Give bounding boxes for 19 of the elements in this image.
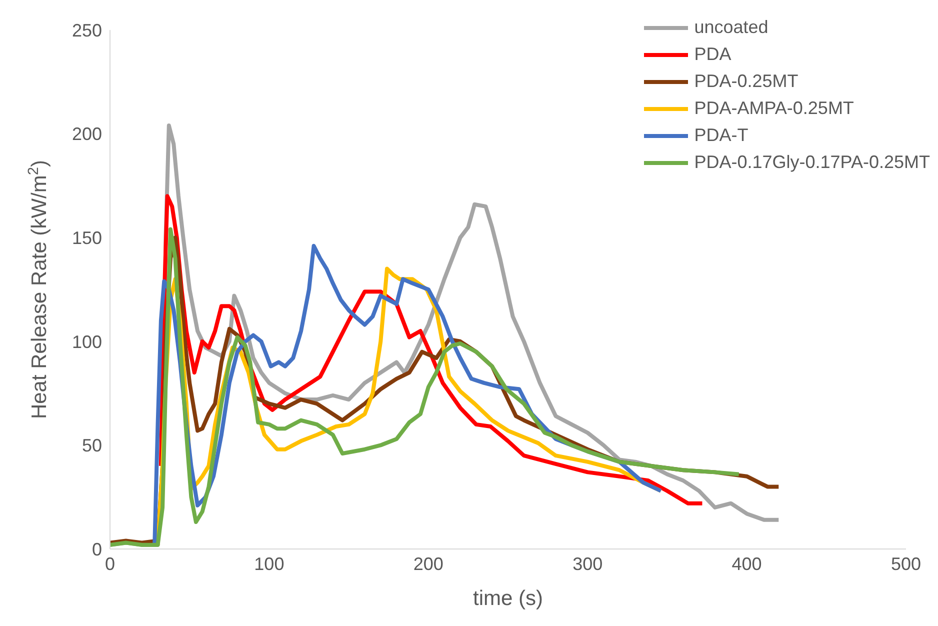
- legend-label: PDA-0.25MT: [694, 70, 798, 93]
- x-axis-title: time (s): [473, 587, 543, 610]
- legend-label: uncoated: [694, 16, 768, 39]
- x-tick-label: 300: [572, 554, 603, 574]
- x-tick-label: 100: [254, 554, 284, 574]
- y-tick-label: 50: [82, 436, 102, 456]
- legend-label: PDA-T: [694, 124, 748, 147]
- y-tick-label: 250: [72, 20, 102, 40]
- legend-label: PDA: [694, 43, 732, 66]
- x-tick-label: 0: [104, 554, 116, 574]
- y-tick-label: 100: [72, 332, 102, 352]
- x-tick-label: 400: [732, 554, 762, 574]
- y-tick-label: 0: [92, 539, 102, 560]
- y-tick-label: 150: [72, 228, 102, 248]
- x-tick-label: 200: [413, 554, 444, 574]
- legend-label: PDA-AMPA-0.25MT: [694, 97, 854, 120]
- legend-label: PDA-0.17Gly-0.17PA-0.25MT: [694, 151, 930, 174]
- y-tick-label: 200: [72, 124, 102, 144]
- x-tick-label: 500: [890, 554, 922, 574]
